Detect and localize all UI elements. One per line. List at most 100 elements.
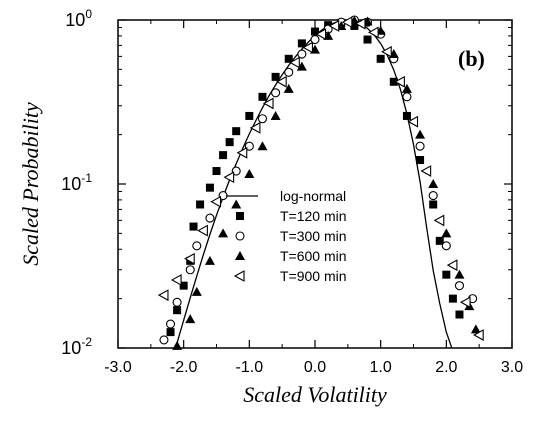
data-point-circle bbox=[172, 297, 182, 307]
x-tick-label: 0.0 bbox=[304, 359, 326, 376]
x-tick-label: 1.0 bbox=[370, 359, 392, 376]
data-point-triangle-left bbox=[394, 75, 405, 88]
data-point-triangle bbox=[415, 129, 426, 139]
data-point-triangle-left bbox=[262, 97, 274, 110]
data-point-triangle bbox=[172, 340, 183, 350]
data-point-square bbox=[232, 127, 241, 136]
data-point-square bbox=[311, 27, 319, 36]
data-point-circle bbox=[310, 34, 320, 45]
data-point-circle bbox=[415, 141, 425, 151]
axis-ticks: -3.0 -2.0 -1.0 0.0 1.0 2.0 3.0 100 10-1 10-2 bbox=[61, 7, 523, 376]
data-point-square bbox=[258, 92, 267, 101]
data-point-square bbox=[442, 270, 451, 279]
data-point-square bbox=[297, 39, 306, 48]
data-point-triangle bbox=[441, 228, 452, 238]
data-point-triangle-left bbox=[420, 165, 432, 177]
data-point-triangle-left bbox=[407, 115, 419, 128]
data-point-triangle-left bbox=[289, 56, 300, 69]
data-point-triangle bbox=[283, 83, 294, 93]
data-point-square bbox=[173, 306, 182, 315]
legend-label: T=600 min bbox=[280, 248, 347, 264]
data-point-square bbox=[416, 156, 425, 165]
data-point-circle bbox=[159, 335, 169, 345]
data-point-triangle-left bbox=[249, 121, 261, 134]
x-tick-label: 2.0 bbox=[435, 359, 457, 376]
legend-marker-circle bbox=[235, 231, 245, 241]
data-point-square bbox=[166, 328, 175, 337]
data-point-triangle bbox=[296, 61, 307, 71]
data-point-triangle-left bbox=[276, 75, 287, 88]
data-point-triangle-left bbox=[157, 289, 169, 302]
data-point-triangle-left bbox=[433, 214, 445, 227]
data-point-square bbox=[376, 54, 385, 63]
x-tick-label: -3.0 bbox=[104, 359, 132, 376]
legend: log-normal T=120 min T=300 min T=600 min T=9… bbox=[226, 188, 347, 284]
data-point-triangle bbox=[257, 141, 268, 151]
data-point-circle bbox=[402, 92, 412, 102]
data-point-circle bbox=[205, 213, 215, 223]
data-point-triangle-left bbox=[473, 329, 484, 341]
y-tick-label: 10-1 bbox=[61, 171, 92, 194]
data-point-triangle bbox=[244, 169, 255, 179]
x-tick-label: -1.0 bbox=[236, 359, 264, 376]
data-point-circle bbox=[297, 49, 307, 59]
x-axis-title: Scaled Volatility bbox=[243, 382, 387, 407]
data-point-square bbox=[196, 200, 205, 209]
data-point-triangle bbox=[204, 255, 215, 265]
data-point-triangle-left bbox=[170, 274, 182, 286]
data-point-triangle-left bbox=[354, 17, 366, 30]
legend-label: log-normal bbox=[280, 188, 346, 204]
data-point-triangle-left bbox=[197, 224, 208, 237]
data-point-triangle-left bbox=[315, 28, 327, 41]
legend-label: T=300 min bbox=[280, 228, 347, 244]
y-tick-label: 100 bbox=[65, 7, 92, 30]
data-point-square bbox=[219, 151, 228, 160]
data-point-triangle-left bbox=[184, 252, 195, 265]
data-point-circle bbox=[165, 319, 176, 329]
data-point-square bbox=[448, 294, 457, 303]
data-point-square bbox=[271, 72, 280, 81]
data-point-square bbox=[245, 111, 254, 120]
legend-marker-triangle-left bbox=[233, 270, 245, 282]
data-point-square bbox=[402, 111, 411, 120]
data-point-triangle bbox=[185, 314, 196, 324]
data-point-circle bbox=[257, 114, 268, 124]
data-point-triangle-left bbox=[328, 20, 340, 32]
data-point-triangle bbox=[428, 179, 439, 188]
data-point-circle bbox=[271, 88, 281, 98]
data-point-square bbox=[389, 77, 398, 86]
data-point-square bbox=[435, 236, 444, 245]
data-point-square bbox=[350, 21, 359, 30]
data-point-triangle bbox=[270, 110, 281, 120]
legend-marker-triangle bbox=[235, 251, 245, 260]
data-point-square bbox=[205, 183, 214, 192]
data-point-triangle bbox=[191, 286, 202, 296]
data-point-triangle-left bbox=[236, 146, 248, 159]
curve-layer bbox=[175, 19, 453, 348]
data-point-triangle-left bbox=[381, 45, 392, 58]
data-point-triangle bbox=[401, 83, 412, 93]
log-normal-curve bbox=[175, 19, 453, 348]
data-point-triangle-left bbox=[223, 171, 235, 184]
data-point-circle bbox=[454, 281, 465, 291]
data-point-circle bbox=[284, 67, 294, 77]
data-point-triangle-left bbox=[341, 16, 353, 29]
data-point-triangle bbox=[454, 269, 465, 279]
legend-label: T=120 min bbox=[280, 208, 347, 224]
data-point-triangle-left bbox=[210, 195, 222, 208]
data-point-square bbox=[363, 35, 372, 44]
y-tick-label: 10-2 bbox=[61, 335, 92, 358]
data-point-square bbox=[225, 138, 234, 147]
data-point-circle bbox=[231, 166, 241, 176]
data-point-circle bbox=[244, 141, 254, 151]
data-point-triangle bbox=[218, 228, 229, 238]
data-point-triangle-left bbox=[446, 259, 458, 272]
data-point-circle bbox=[185, 265, 195, 275]
data-point-triangle bbox=[470, 324, 481, 334]
data-point-triangle-left bbox=[459, 296, 471, 309]
data-point-square bbox=[212, 167, 221, 176]
data-point-circle bbox=[441, 241, 451, 251]
x-tick-label: -2.0 bbox=[170, 359, 198, 376]
x-tick-label: 3.0 bbox=[501, 359, 523, 376]
